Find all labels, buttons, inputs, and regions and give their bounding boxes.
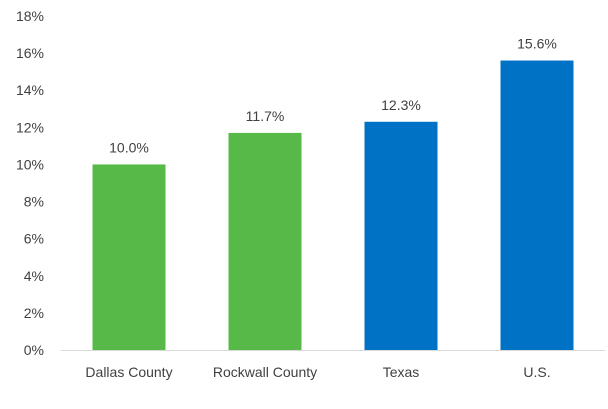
y-tick-label: 4% xyxy=(24,268,44,284)
bar-rockwall-county xyxy=(228,132,302,350)
bar-value-label: 12.3% xyxy=(381,97,421,113)
bars xyxy=(92,60,574,351)
bar-u-s xyxy=(500,60,574,351)
y-tick-label: 18% xyxy=(16,8,44,24)
y-tick-label: 10% xyxy=(16,156,44,172)
bar-texas xyxy=(364,121,438,351)
y-tick-label: 0% xyxy=(24,342,44,358)
x-category-label: U.S. xyxy=(523,364,550,380)
x-category-label: Rockwall County xyxy=(213,364,317,380)
y-tick-label: 2% xyxy=(24,305,44,321)
x-category-label: Dallas County xyxy=(85,364,172,380)
y-tick-label: 14% xyxy=(16,82,44,98)
y-tick-label: 16% xyxy=(16,45,44,61)
x-category-label: Texas xyxy=(383,364,420,380)
bar-value-label: 10.0% xyxy=(109,139,149,155)
y-axis-tick-labels: 0% 2% 4% 6% 8% 10% 12% 14% 16% 18% xyxy=(16,8,44,358)
bar-value-label: 11.7% xyxy=(246,108,285,124)
x-axis-category-labels: Dallas County Rockwall County Texas U.S. xyxy=(85,364,550,380)
y-tick-label: 12% xyxy=(16,119,44,135)
bar-dallas-county xyxy=(92,164,166,350)
bar-value-label: 15.6% xyxy=(517,36,557,52)
data-labels: 10.0% 11.7% 12.3% 15.6% xyxy=(109,36,557,156)
y-tick-label: 8% xyxy=(24,194,44,210)
y-tick-label: 6% xyxy=(24,231,44,247)
